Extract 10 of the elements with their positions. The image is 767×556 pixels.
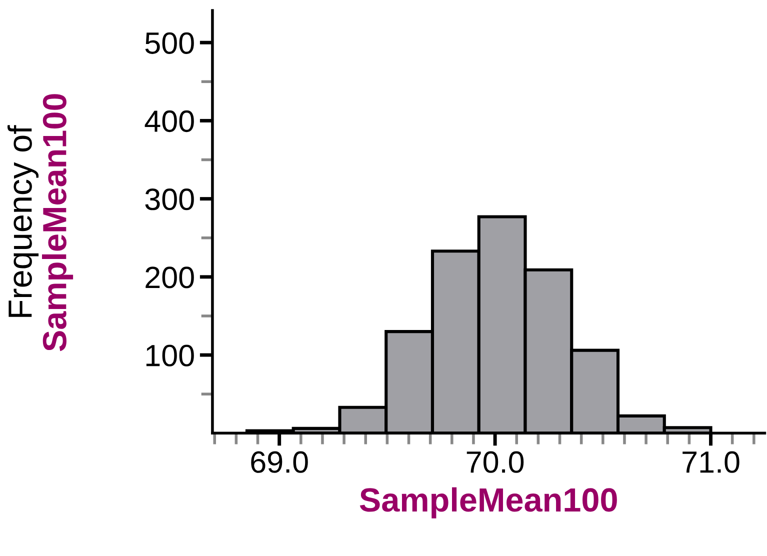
y-tick-label: 100 <box>146 344 194 366</box>
y-tick-label: 500 <box>145 32 194 54</box>
y-tick-label: 300 <box>145 188 194 210</box>
x-tick-label: 71.0 <box>682 451 740 473</box>
x-tick-label: 70.0 <box>466 451 524 473</box>
y-tick-label: 400 <box>144 110 194 132</box>
y-axis-title: Frequency of SampleMean100 <box>8 94 74 352</box>
x-tick-label: 69.0 <box>251 451 308 473</box>
y-tick-label: 200 <box>146 266 194 288</box>
x-axis-title: SampleMean100 <box>360 487 617 518</box>
